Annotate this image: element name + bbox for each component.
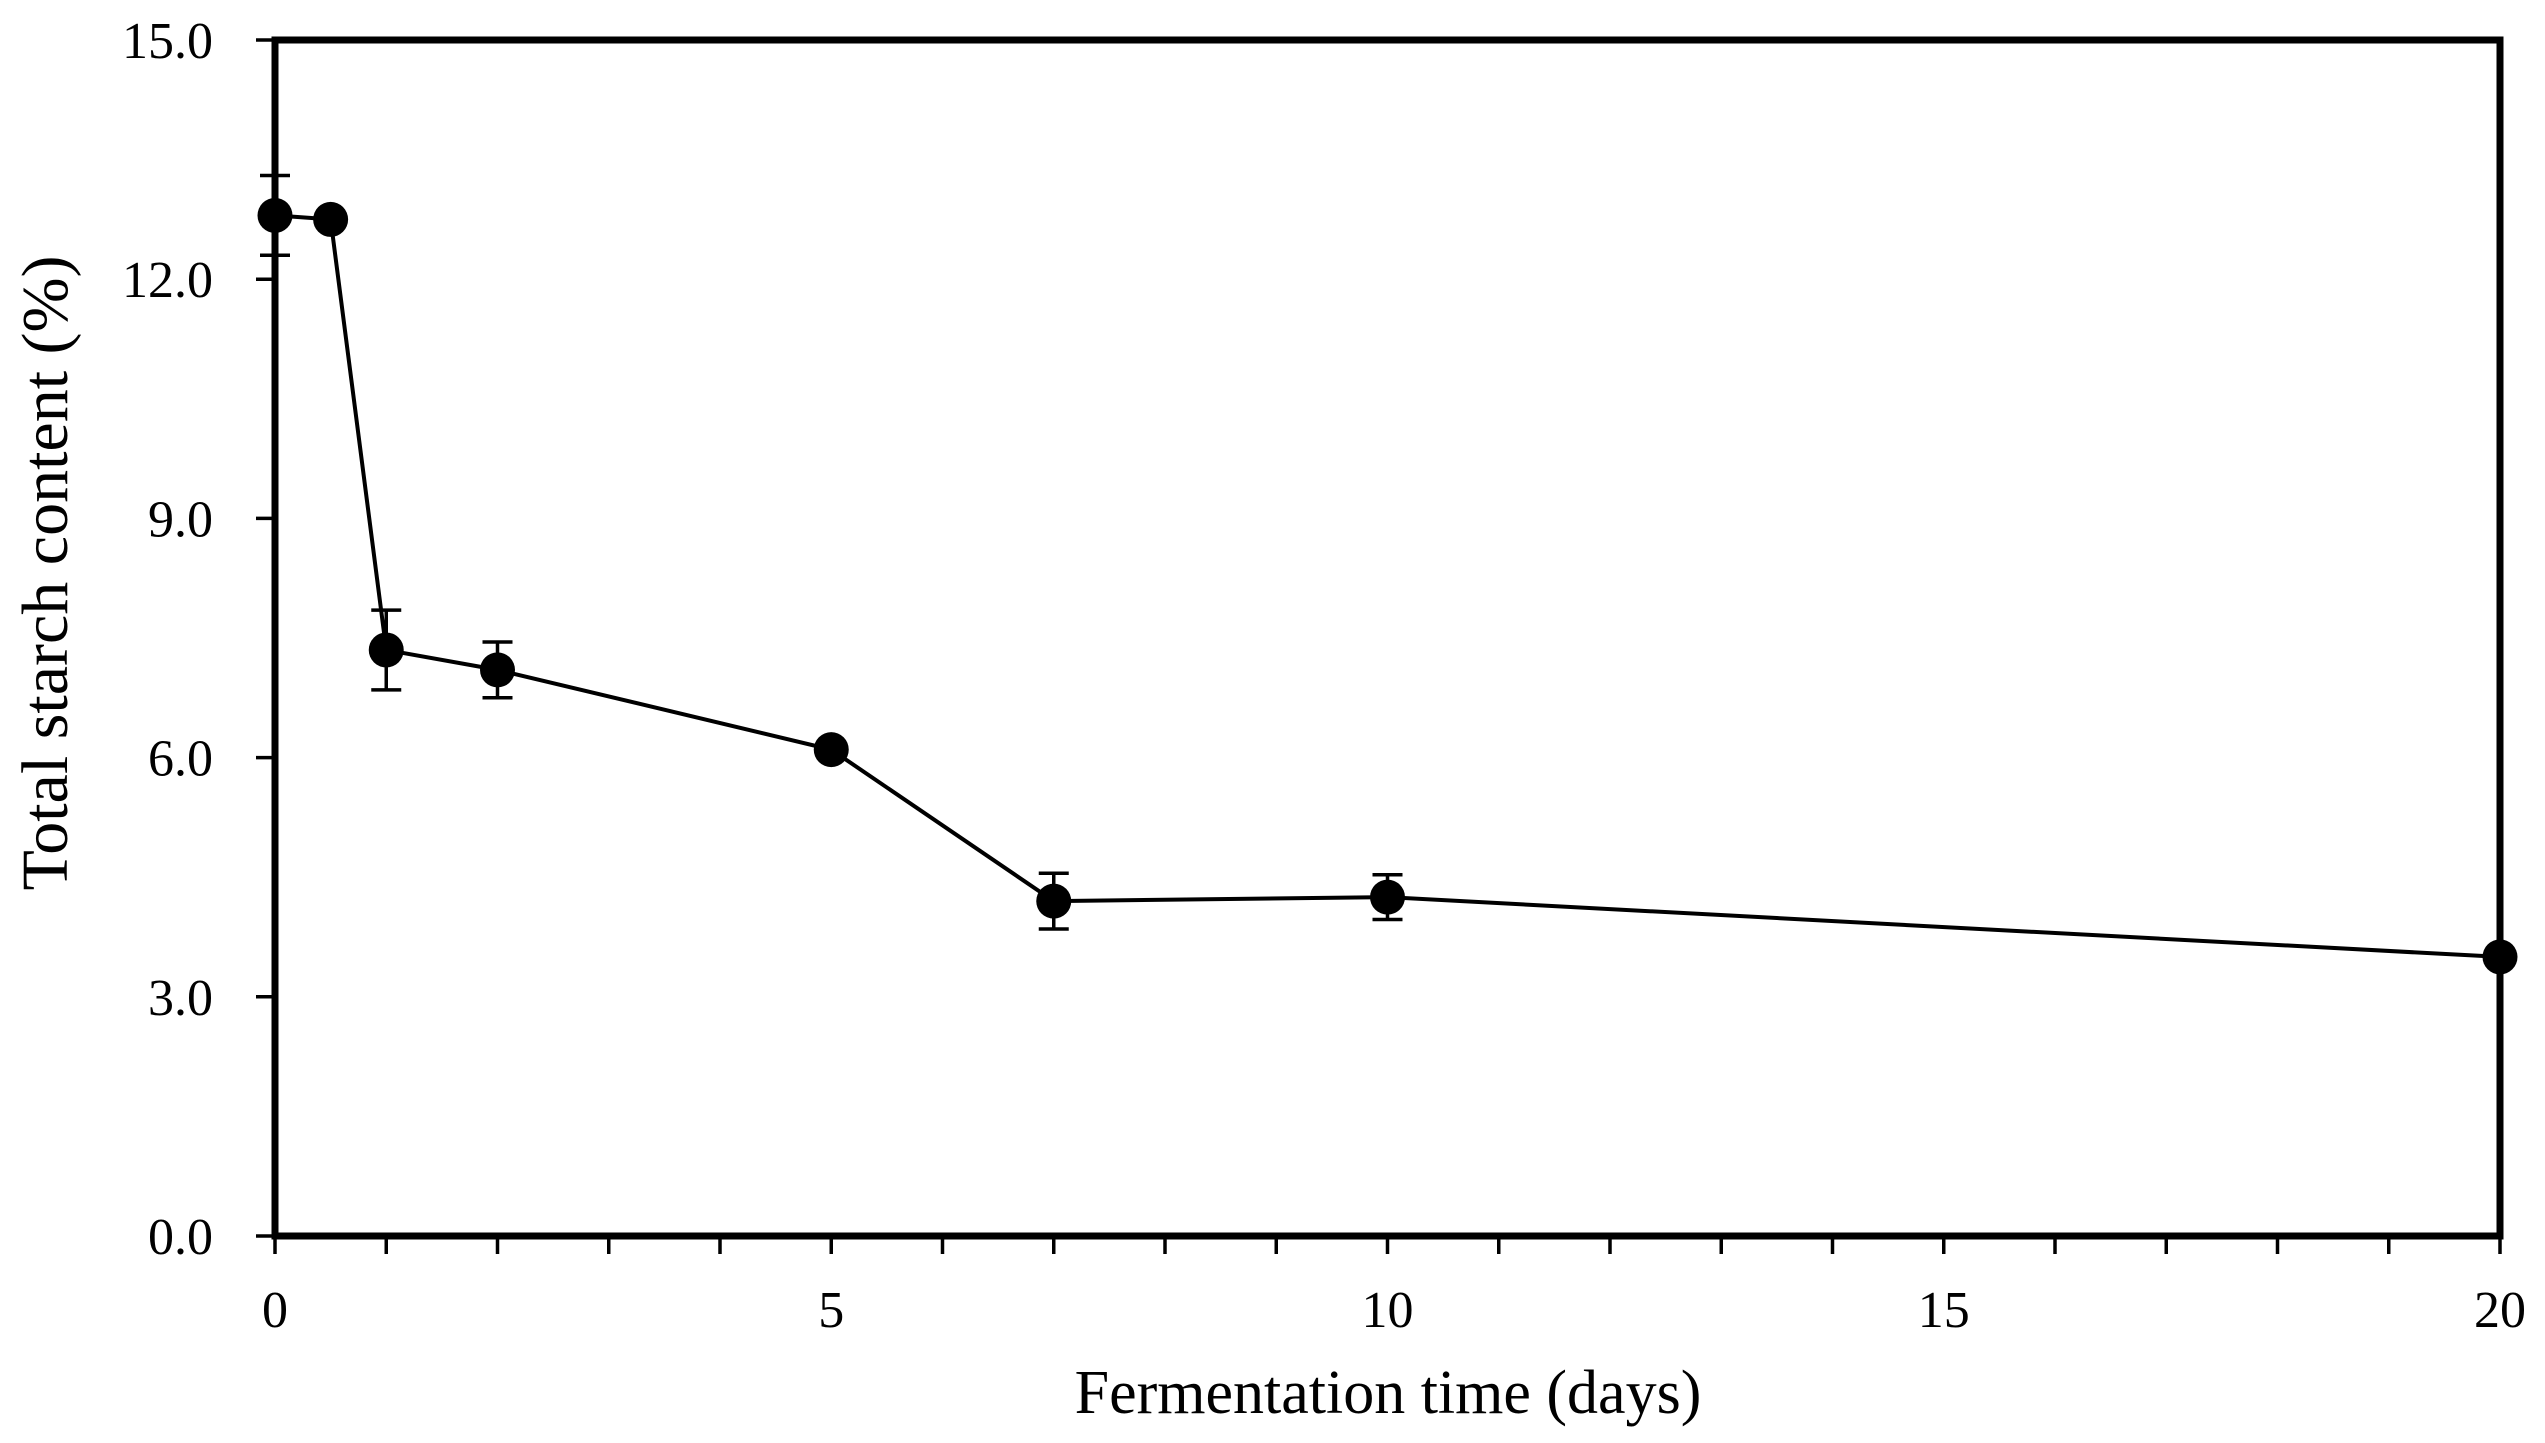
plot-box	[271, 36, 2504, 1240]
x-tick-label: 15	[1918, 1282, 1970, 1339]
error-bars	[260, 173, 1403, 931]
y-tick-label: 0.0	[148, 1209, 213, 1266]
data-point-marker	[480, 652, 515, 688]
data-point-marker	[813, 732, 849, 768]
data-point-marker	[313, 201, 349, 237]
data-point-marker	[1036, 883, 1072, 919]
x-tick-label: 10	[1362, 1282, 1414, 1339]
y-tick-label: 3.0	[148, 970, 213, 1027]
x-axis-ticks	[273, 1236, 2502, 1254]
y-axis-title: Total starch content (%)	[9, 255, 82, 891]
y-tick-label: 9.0	[148, 491, 213, 548]
data-point-marker	[2482, 939, 2518, 975]
x-tick-label: 5	[818, 1282, 844, 1339]
data-points	[257, 197, 2518, 975]
y-axis-tick-labels: 0.0 3.0 6.0 9.0 12.0 15.0	[122, 13, 213, 1266]
x-tick-label: 20	[2474, 1282, 2526, 1339]
y-tick-label: 15.0	[122, 13, 213, 70]
data-point-marker	[1370, 879, 1405, 915]
y-tick-label: 6.0	[148, 731, 213, 788]
y-tick-label: 12.0	[122, 252, 213, 309]
y-axis-ticks	[256, 38, 275, 1238]
data-point-marker	[257, 197, 293, 233]
x-tick-label: 0	[262, 1282, 288, 1339]
x-axis-tick-labels: 0 5 10 15 20	[262, 1282, 2526, 1339]
data-point-marker	[368, 632, 404, 668]
data-line	[274, 213, 2501, 959]
x-axis-title: Fermentation time (days)	[1074, 1359, 1702, 1427]
